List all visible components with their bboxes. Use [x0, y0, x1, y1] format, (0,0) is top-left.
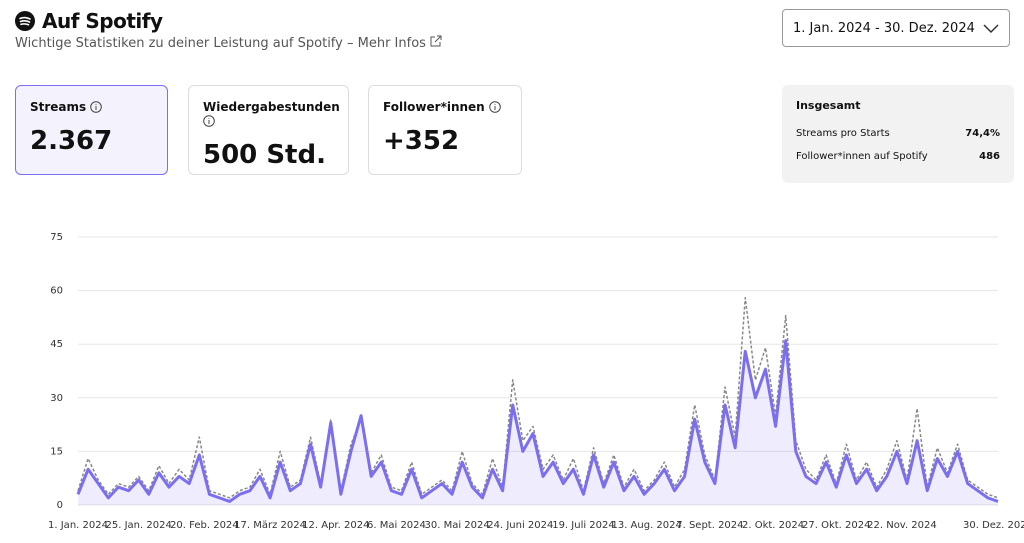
x-tick-label: 30. Dez. 2024: [963, 520, 1024, 531]
stat-card[interactable]: Streams 2.367: [15, 85, 168, 175]
card-label[interactable]: Wiedergabestunden: [203, 100, 340, 128]
page-title: Auf Spotify: [42, 9, 163, 33]
x-tick-label: 1. Jan. 2024: [48, 520, 108, 531]
y-tick-label: 75: [50, 232, 63, 243]
card-label-text[interactable]: Streams: [30, 100, 87, 114]
summary-row: Streams pro Starts 74,4%: [796, 128, 1000, 139]
x-tick-label: 20. Feb. 2024: [170, 520, 239, 531]
x-tick-label: 6. Mai 2024: [367, 520, 426, 531]
y-tick-label: 45: [50, 339, 63, 350]
card-label-text[interactable]: Follower*innen: [383, 100, 485, 114]
row-label: Streams pro Starts: [796, 128, 890, 139]
y-tick-label: 60: [50, 286, 63, 297]
date-range[interactable]: 1. Jan. 2024 - 30. Dez. 2024: [793, 21, 975, 36]
x-tick-label: 17. März 2024: [234, 520, 306, 531]
summary-panel: Insgesamt Streams pro Starts 74,4% Follow…: [782, 85, 1014, 183]
subtitle-text[interactable]: Wichtige Statistiken zu deiner Leistung …: [15, 36, 426, 51]
x-tick-label: 13. Aug. 2024: [611, 520, 681, 531]
date-select[interactable]: 1. Jan. 2024 - 30. Dez. 2024: [782, 9, 1010, 47]
y-tick-label: 15: [50, 446, 63, 457]
y-tick-label: 30: [50, 393, 63, 404]
info-icon: [203, 115, 215, 127]
chevron: [983, 24, 999, 34]
row-value: 74,4%: [965, 128, 1000, 139]
card-value[interactable]: 500 Std.: [203, 140, 326, 170]
external-link-icon: [430, 35, 442, 47]
row-label: Follower*innen auf Spotify: [796, 151, 928, 162]
y-tick-label: 0: [57, 500, 63, 511]
line: [76, 339, 999, 503]
row-value: 486: [979, 151, 1000, 162]
card-value[interactable]: 2.367: [30, 126, 113, 156]
card-label-text[interactable]: Wiedergabestunden: [203, 100, 340, 114]
x-tick-label: 30. Mai 2024: [424, 520, 489, 531]
subtitle[interactable]: Wichtige Statistiken zu deiner Leistung …: [15, 35, 442, 51]
summary-row: Follower*innen auf Spotify 486: [796, 151, 1000, 162]
x-tick-label: 2. Okt. 2024: [742, 520, 804, 531]
stat-card[interactable]: Follower*innen +352: [368, 85, 522, 175]
spotify-logo: [15, 11, 35, 31]
area: [78, 340, 998, 505]
x-tick-label: 7. Sept. 2024: [676, 520, 743, 531]
card-value[interactable]: +352: [383, 126, 460, 156]
x-tick-label: 24. Juni 2024: [487, 520, 553, 531]
card-label[interactable]: Streams: [30, 100, 153, 114]
x-tick-label: 19. Juli 2024: [552, 520, 615, 531]
x-tick-label: 27. Okt. 2024: [802, 520, 870, 531]
x-tick-label: 22. Nov. 2024: [867, 520, 937, 531]
stat-card[interactable]: Wiedergabestunden 500 Std.: [188, 85, 349, 175]
info-icon: [489, 101, 501, 113]
x-tick-label: 25. Jan. 2024: [106, 520, 172, 531]
card-label[interactable]: Follower*innen: [383, 100, 507, 114]
summary-title: Insgesamt: [796, 99, 861, 112]
x-tick-label: 12. Apr. 2024: [302, 520, 369, 531]
info-icon: [90, 101, 103, 113]
